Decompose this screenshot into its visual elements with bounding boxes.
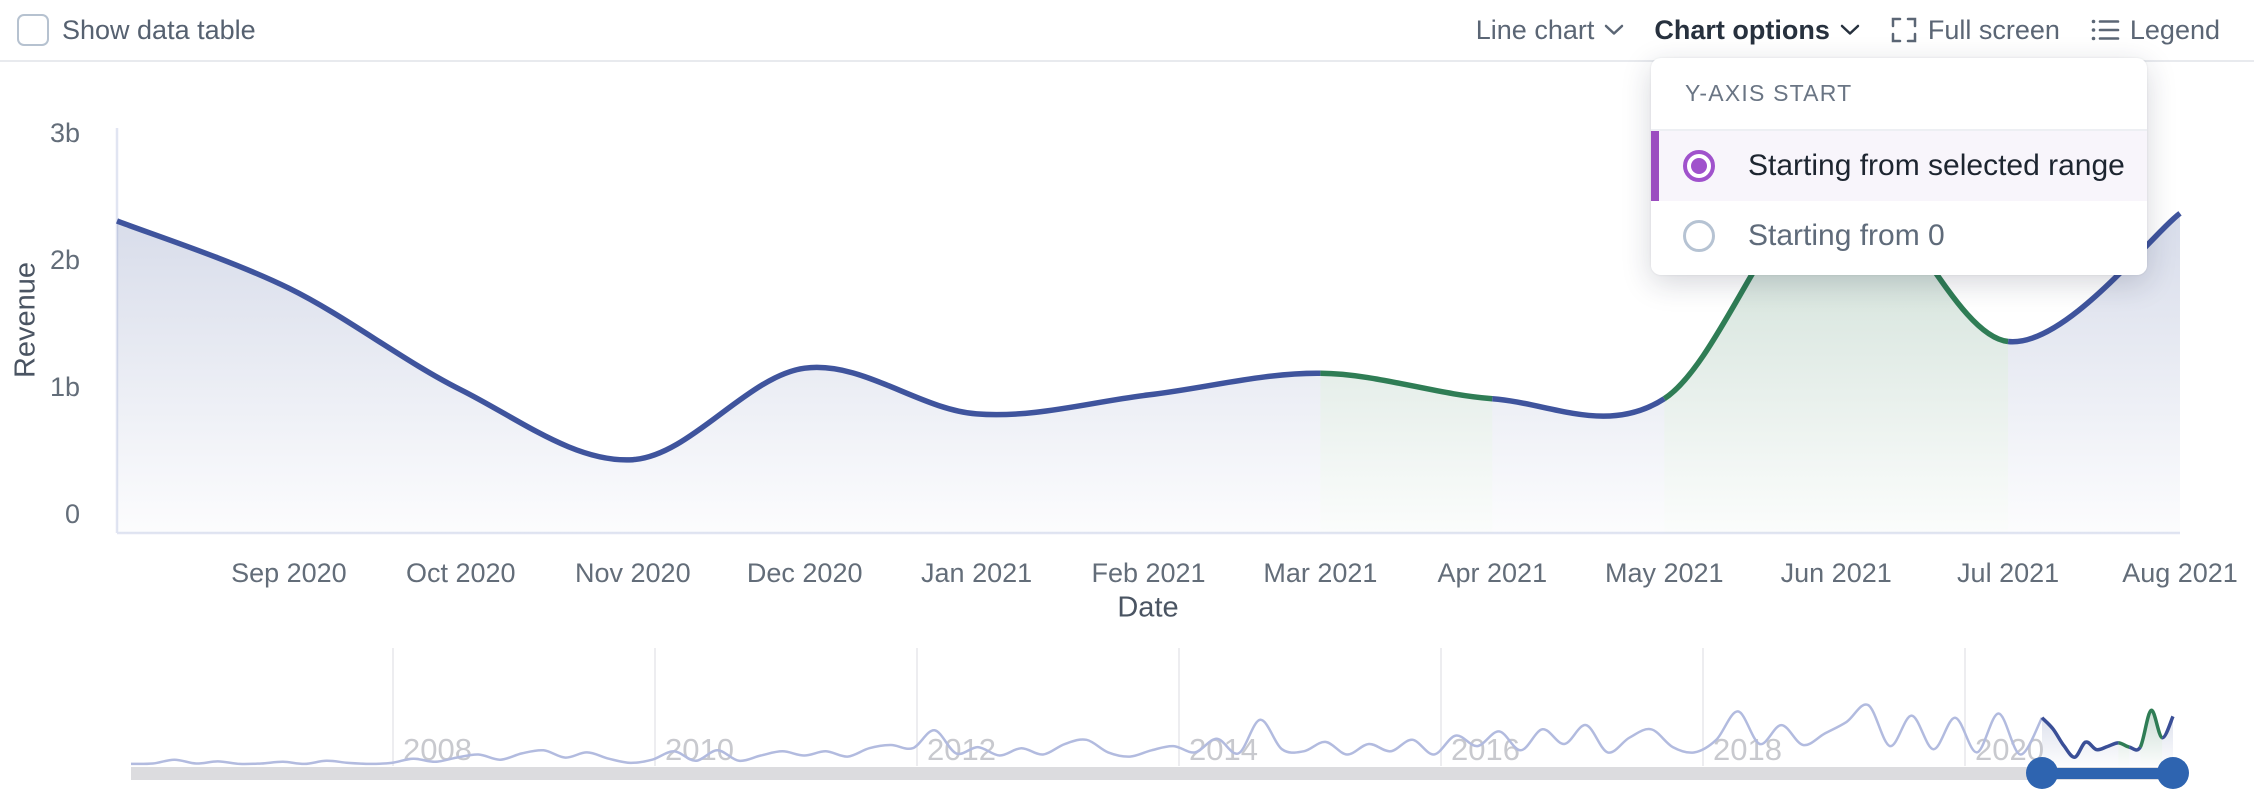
main-chart-line-segment — [1320, 370, 1493, 402]
range-slider-handle-right[interactable] — [2157, 757, 2189, 789]
x-tick-label: Jun 2021 — [1781, 558, 1892, 588]
option-starting-from-zero[interactable]: Starting from 0 — [1651, 201, 2147, 271]
mini-selected-line-segment — [2138, 708, 2164, 748]
chart-type-dropdown-button[interactable]: Line chart — [1476, 15, 1625, 46]
main-chart-area-fill — [117, 220, 1321, 533]
legend-label: Legend — [2129, 14, 2220, 45]
x-tick-label: Mar 2021 — [1263, 558, 1377, 588]
toolbar: Show data table Line chart Chart options — [0, 0, 2254, 62]
radio-selected-icon[interactable] — [1683, 150, 1715, 182]
mini-selected-line-segment — [2118, 741, 2130, 749]
chart-type-label: Line chart — [1475, 14, 1595, 45]
mini-history-line — [130, 703, 2044, 766]
legend-button[interactable]: Legend — [2090, 15, 2220, 46]
fullscreen-icon — [1891, 17, 1917, 43]
toolbar-right: Line chart Chart options Full sc — [1476, 0, 2220, 60]
mini-selected-area-fill — [2118, 742, 2130, 766]
mini-selected-area-fill — [2162, 716, 2173, 766]
x-tick-label: Jan 2021 — [921, 558, 1032, 588]
x-axis-title: Date — [1117, 591, 1179, 624]
legend-list-icon — [2091, 19, 2120, 41]
range-slider-track[interactable] — [131, 767, 2180, 780]
main-chart-line-segment — [1492, 395, 1666, 419]
show-data-table-checkbox[interactable] — [17, 14, 49, 46]
range-slider-bar[interactable] — [2042, 768, 2173, 779]
mini-selected-line-segment — [2040, 716, 2119, 759]
show-data-table-control[interactable]: Show data table — [17, 0, 256, 60]
chart-options-dropdown-button[interactable]: Chart options — [1654, 15, 1860, 46]
mini-selected-area-fill — [2129, 747, 2141, 766]
y-axis-start-header: Y-AXIS START — [1651, 58, 2147, 131]
main-chart-area-fill — [1320, 373, 1493, 533]
x-tick-label: Nov 2020 — [575, 558, 691, 588]
x-tick-label: Aug 2021 — [2122, 558, 2238, 588]
x-tick-label: Sep 2020 — [231, 558, 347, 588]
y-axis-title: Revenue — [9, 261, 42, 379]
x-tick-label: Oct 2020 — [406, 558, 516, 588]
chevron-down-icon — [1840, 24, 1860, 35]
full-screen-label: Full screen — [1927, 14, 2060, 45]
mini-selected-line-segment — [2128, 745, 2142, 752]
option-starting-from-selected-range[interactable]: Starting from selected range — [1651, 131, 2147, 201]
x-tick-label: Apr 2021 — [1438, 558, 1548, 588]
x-tick-label: Feb 2021 — [1091, 558, 1205, 588]
year-label: 2010 — [665, 732, 734, 767]
y-tick-label: 1b — [50, 372, 80, 402]
main-chart-line-segment — [116, 218, 1321, 463]
main-chart-area-fill — [2008, 213, 2180, 534]
x-tick-label: Dec 2020 — [747, 558, 863, 588]
option-label: Starting from selected range — [1748, 149, 2125, 182]
radio-unselected-icon[interactable] — [1683, 220, 1715, 252]
year-label: 2018 — [1713, 732, 1782, 767]
chart-options-menu: Y-AXIS START Starting from selected rang… — [1651, 58, 2147, 275]
show-data-table-label: Show data table — [62, 14, 256, 45]
x-tick-label: Jul 2021 — [1957, 558, 2059, 588]
mini-selected-area-fill — [2042, 717, 2119, 766]
y-tick-label: 3b — [50, 118, 80, 148]
mini-selected-line-segment — [2161, 715, 2175, 740]
main-chart-line-segment — [2007, 211, 2182, 345]
chevron-down-icon — [1605, 24, 1624, 35]
y-tick-label: 2b — [50, 245, 80, 275]
range-slider-handle-left[interactable] — [2026, 757, 2058, 789]
selected-accent-bar — [1651, 131, 1659, 201]
x-tick-label: May 2021 — [1605, 558, 1724, 588]
full-screen-button[interactable]: Full screen — [1890, 15, 2060, 46]
main-chart-area-fill — [1492, 398, 1665, 533]
y-tick-label: 0 — [65, 499, 80, 529]
option-label: Starting from 0 — [1748, 219, 1945, 252]
chart-options-label: Chart options — [1654, 14, 1830, 45]
